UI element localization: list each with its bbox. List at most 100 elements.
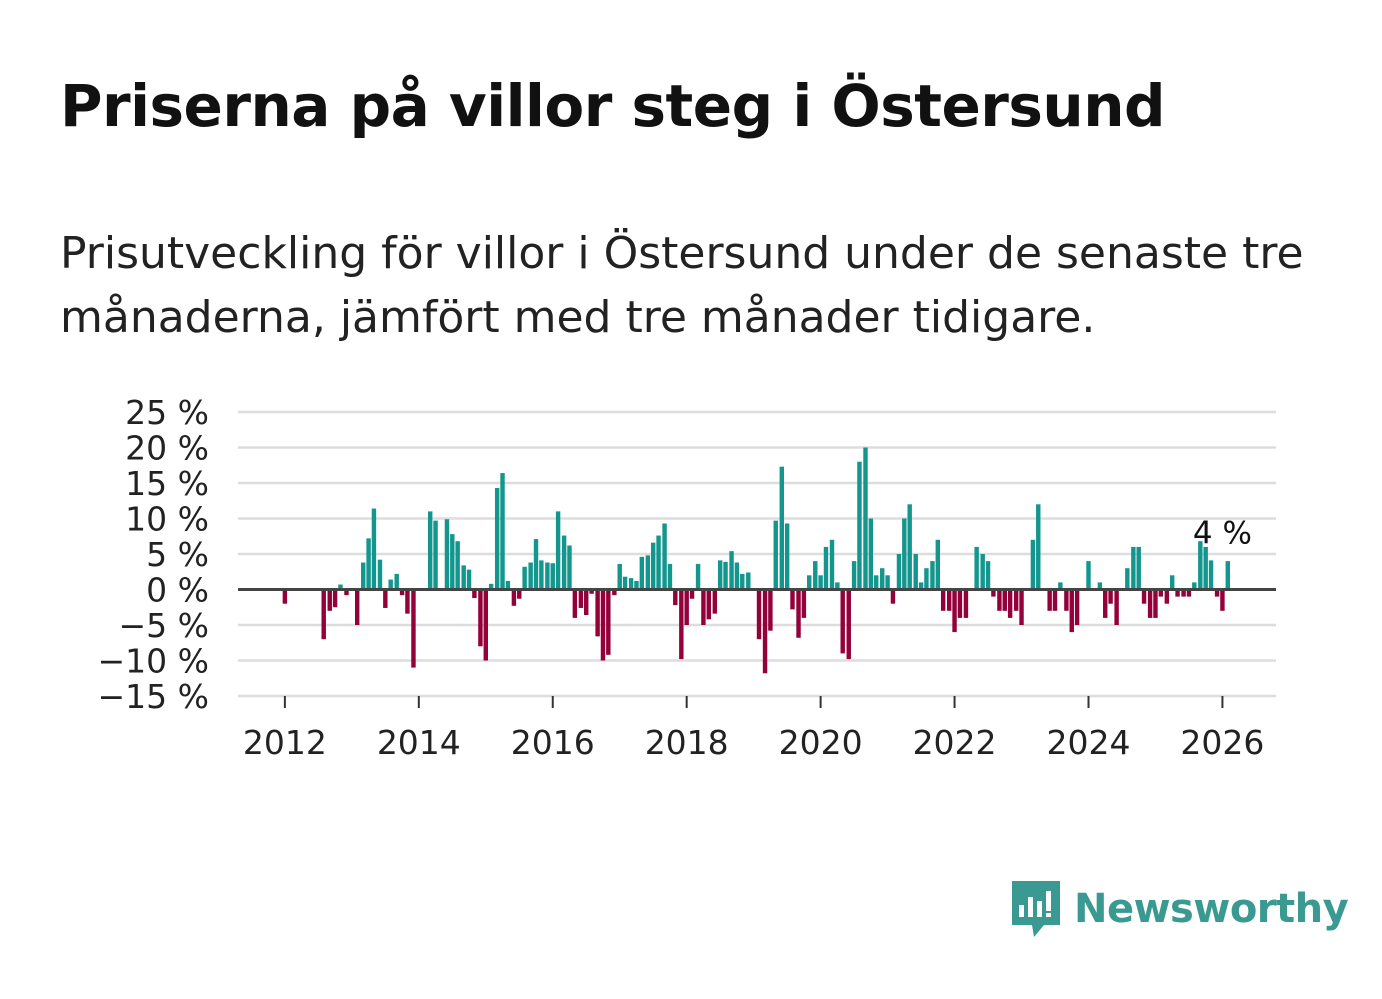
bar	[840, 589, 845, 654]
bar	[1019, 589, 1024, 625]
bar	[612, 589, 617, 596]
bar	[1164, 589, 1170, 604]
bar	[1007, 589, 1013, 618]
bar	[835, 582, 840, 590]
bar	[321, 589, 326, 640]
bar	[818, 575, 823, 590]
bar	[779, 466, 784, 590]
bar	[851, 561, 857, 590]
bar	[332, 589, 338, 608]
bar	[344, 589, 349, 596]
bar	[455, 541, 460, 590]
bar	[873, 575, 879, 590]
y-tick-label: 10 %	[125, 500, 209, 539]
bar	[366, 538, 371, 590]
bar	[539, 560, 544, 590]
bar	[361, 562, 366, 590]
bar	[1214, 589, 1220, 597]
annotations: 4 %	[1193, 516, 1252, 552]
bar	[773, 520, 778, 590]
x-tick-label: 2014	[377, 723, 461, 762]
bar	[483, 589, 488, 661]
x-tick-label: 2022	[913, 723, 997, 762]
bar	[963, 589, 969, 618]
bar	[801, 589, 807, 618]
bar	[1192, 582, 1197, 590]
x-tick-label: 2018	[645, 723, 729, 762]
bar	[1186, 589, 1192, 597]
bar	[740, 573, 745, 590]
bar	[1131, 546, 1136, 590]
bar	[1153, 589, 1158, 618]
bar	[679, 589, 684, 660]
bar	[662, 523, 667, 590]
bar	[918, 582, 924, 590]
bar	[689, 589, 695, 599]
bar	[863, 447, 868, 590]
bar	[930, 561, 935, 590]
bar	[327, 589, 332, 611]
bar	[517, 589, 522, 599]
bar	[394, 573, 399, 590]
bar	[985, 561, 991, 590]
bar	[717, 560, 723, 590]
bar	[628, 578, 634, 590]
bar	[1103, 589, 1108, 618]
bar	[589, 589, 594, 594]
bar	[913, 554, 918, 590]
bar	[427, 511, 433, 590]
bar	[1114, 589, 1119, 625]
bar	[567, 545, 572, 590]
bar	[634, 580, 639, 590]
y-tick-label: 25 %	[125, 393, 209, 432]
bar	[902, 518, 907, 590]
bar	[885, 575, 890, 590]
bar	[338, 584, 343, 590]
y-tick-label: 15 %	[125, 464, 209, 503]
bar	[673, 589, 678, 606]
bar	[388, 579, 393, 590]
bar	[857, 461, 862, 590]
bar	[522, 566, 527, 590]
bar	[712, 589, 718, 614]
bar	[472, 589, 477, 599]
bar	[411, 589, 416, 668]
bar	[768, 589, 773, 631]
last-value-label: 4 %	[1193, 516, 1252, 552]
bar	[528, 562, 533, 590]
bar	[371, 508, 377, 590]
bar	[405, 589, 410, 614]
newsworthy-logo[interactable]: Newsworthy	[1010, 878, 1349, 940]
bar	[1069, 589, 1074, 633]
x-tick-label: 2020	[779, 723, 863, 762]
y-axis-ticks: −15 %−10 %−5 %0 %5 %10 %15 %20 %25 %	[98, 393, 210, 716]
bar	[784, 523, 790, 590]
bar	[645, 555, 651, 590]
x-tick-label: 2024	[1046, 723, 1130, 762]
bar	[890, 589, 896, 604]
bar	[907, 504, 912, 590]
bar	[734, 562, 740, 590]
bar	[511, 589, 517, 606]
bar	[729, 551, 734, 590]
bar	[1181, 589, 1186, 597]
bar	[1125, 568, 1130, 590]
bar	[561, 535, 567, 590]
bar	[399, 589, 405, 596]
bar	[924, 568, 929, 590]
bar	[600, 589, 606, 661]
bar	[1002, 589, 1007, 611]
bar	[880, 568, 885, 590]
y-tick-label: −10 %	[98, 642, 210, 681]
bar	[1136, 546, 1141, 590]
bar	[550, 563, 555, 590]
bar	[1198, 541, 1203, 590]
x-tick-label: 2016	[511, 723, 595, 762]
bar	[444, 519, 450, 590]
bar	[1013, 589, 1019, 611]
bar	[796, 589, 801, 638]
bar	[505, 580, 511, 590]
bar	[946, 589, 952, 611]
bar	[1108, 589, 1113, 604]
bar	[545, 562, 550, 590]
